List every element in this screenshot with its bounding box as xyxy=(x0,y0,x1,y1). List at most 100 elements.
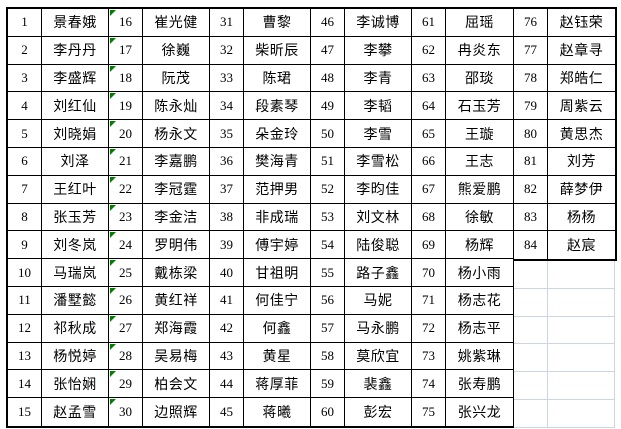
index-cell[interactable]: 47 xyxy=(311,36,345,65)
name-cell[interactable]: 杨永文 xyxy=(143,120,210,148)
name-cell[interactable]: 郑海霞 xyxy=(143,314,210,343)
index-cell[interactable]: 20 xyxy=(109,120,143,148)
name-cell[interactable]: 李韬 xyxy=(345,92,412,121)
name-cell[interactable]: 戴栋梁 xyxy=(143,259,210,287)
index-cell[interactable]: 6 xyxy=(8,147,42,176)
name-cell[interactable]: 李嘉鹏 xyxy=(143,147,210,176)
index-cell[interactable]: 14 xyxy=(8,370,42,399)
name-cell[interactable]: 熊爱鹏 xyxy=(446,176,513,204)
index-cell[interactable]: 49 xyxy=(311,92,345,121)
name-cell[interactable]: 张玉芳 xyxy=(42,203,109,232)
index-cell[interactable]: 7 xyxy=(8,175,42,204)
name-cell[interactable]: 李攀 xyxy=(345,36,412,65)
index-cell[interactable]: 56 xyxy=(311,286,345,315)
name-cell[interactable]: 杨小雨 xyxy=(446,259,513,287)
name-cell[interactable]: 何鑫 xyxy=(244,314,311,343)
index-cell[interactable]: 39 xyxy=(210,231,244,260)
name-cell[interactable]: 刘芳 xyxy=(548,148,615,176)
name-cell[interactable]: 陈永灿 xyxy=(143,92,210,121)
name-cell[interactable]: 柏会文 xyxy=(143,370,210,399)
name-cell[interactable]: 蒋曦 xyxy=(244,398,311,426)
name-cell[interactable]: 王红叶 xyxy=(42,175,109,204)
index-cell[interactable]: 74 xyxy=(412,370,446,399)
index-cell[interactable]: 54 xyxy=(311,231,345,260)
name-cell[interactable]: 姚紫琳 xyxy=(446,343,513,371)
name-cell[interactable]: 柴昕辰 xyxy=(244,36,311,65)
name-cell[interactable]: 范押男 xyxy=(244,175,311,204)
index-cell[interactable]: 23 xyxy=(109,203,143,232)
index-cell[interactable]: 41 xyxy=(210,286,244,315)
name-cell[interactable]: 边照辉 xyxy=(143,398,210,426)
index-cell[interactable]: 13 xyxy=(8,342,42,371)
empty-cell[interactable] xyxy=(514,261,548,289)
name-cell[interactable]: 杨志平 xyxy=(446,315,513,343)
index-cell[interactable]: 58 xyxy=(311,342,345,371)
index-cell[interactable]: 12 xyxy=(8,314,42,343)
name-cell[interactable]: 非成瑞 xyxy=(244,203,311,232)
index-cell[interactable]: 62 xyxy=(412,36,446,65)
index-cell[interactable]: 1 xyxy=(8,9,42,37)
name-cell[interactable]: 李丹丹 xyxy=(42,36,109,65)
name-cell[interactable]: 郑皓仁 xyxy=(548,65,615,93)
index-cell[interactable]: 71 xyxy=(412,286,446,315)
index-cell[interactable]: 38 xyxy=(210,203,244,232)
name-cell[interactable]: 马妮 xyxy=(345,286,412,315)
index-cell[interactable]: 16 xyxy=(109,9,143,37)
index-cell[interactable]: 34 xyxy=(210,92,244,121)
index-cell[interactable]: 69 xyxy=(412,231,446,260)
index-cell[interactable]: 9 xyxy=(8,231,42,260)
name-cell[interactable]: 樊海青 xyxy=(244,147,311,176)
index-cell[interactable]: 67 xyxy=(412,175,446,204)
index-cell[interactable]: 84 xyxy=(514,231,548,260)
name-cell[interactable]: 陆俊聪 xyxy=(345,231,412,260)
name-cell[interactable]: 李雪 xyxy=(345,120,412,148)
index-cell[interactable]: 36 xyxy=(210,147,244,176)
name-cell[interactable]: 吴易梅 xyxy=(143,342,210,371)
name-cell[interactable]: 朵金玲 xyxy=(244,120,311,148)
name-cell[interactable]: 张兴龙 xyxy=(457,406,502,422)
index-cell[interactable]: 19 xyxy=(109,92,143,121)
index-cell[interactable]: 79 xyxy=(514,92,548,121)
index-cell[interactable]: 42 xyxy=(210,314,244,343)
index-cell[interactable]: 28 xyxy=(109,342,143,371)
name-cell[interactable]: 莫欣宜 xyxy=(345,342,412,371)
index-cell[interactable]: 57 xyxy=(311,314,345,343)
index-cell[interactable]: 2 xyxy=(8,36,42,65)
name-cell[interactable]: 甘祖明 xyxy=(244,259,311,287)
index-cell[interactable]: 73 xyxy=(412,342,446,371)
empty-cell[interactable] xyxy=(548,288,615,317)
name-cell[interactable]: 彭宏 xyxy=(345,398,412,426)
empty-cell[interactable] xyxy=(548,399,615,428)
empty-cell[interactable] xyxy=(514,344,548,373)
name-cell[interactable]: 李金洁 xyxy=(143,203,210,232)
name-cell[interactable]: 曹黎 xyxy=(244,9,311,37)
index-cell[interactable]: 48 xyxy=(311,64,345,93)
name-cell[interactable]: 裴鑫 xyxy=(345,370,412,399)
name-cell[interactable]: 李青 xyxy=(345,64,412,93)
name-cell[interactable]: 阮茂 xyxy=(143,64,210,93)
index-cell[interactable]: 66 xyxy=(412,147,446,176)
index-cell[interactable]: 55 xyxy=(311,259,345,287)
name-cell[interactable]: 冉炎东 xyxy=(446,37,513,65)
index-cell[interactable]: 15 xyxy=(8,398,42,426)
empty-cell[interactable] xyxy=(514,288,548,317)
name-cell[interactable]: 祁秋成 xyxy=(42,314,109,343)
index-cell[interactable]: 8 xyxy=(8,203,42,232)
name-cell[interactable]: 徐巍 xyxy=(143,36,210,65)
name-cell[interactable]: 杨杨 xyxy=(548,204,615,232)
name-cell[interactable]: 李盛辉 xyxy=(42,64,109,93)
index-cell[interactable]: 27 xyxy=(109,314,143,343)
index-cell[interactable]: 78 xyxy=(514,64,548,93)
index-cell[interactable]: 75 xyxy=(412,398,446,426)
index-cell[interactable]: 30 xyxy=(109,398,143,426)
index-cell[interactable]: 18 xyxy=(109,64,143,93)
empty-cell[interactable] xyxy=(514,399,548,428)
name-cell[interactable]: 傅宇婷 xyxy=(244,231,311,260)
index-cell[interactable]: 65 xyxy=(412,120,446,148)
index-cell[interactable]: 32 xyxy=(210,36,244,65)
index-cell[interactable]: 40 xyxy=(210,259,244,287)
name-cell[interactable]: 李冠霆 xyxy=(143,175,210,204)
name-cell[interactable]: 杨志花 xyxy=(446,287,513,315)
index-cell[interactable]: 59 xyxy=(311,370,345,399)
index-cell[interactable]: 82 xyxy=(514,175,548,204)
